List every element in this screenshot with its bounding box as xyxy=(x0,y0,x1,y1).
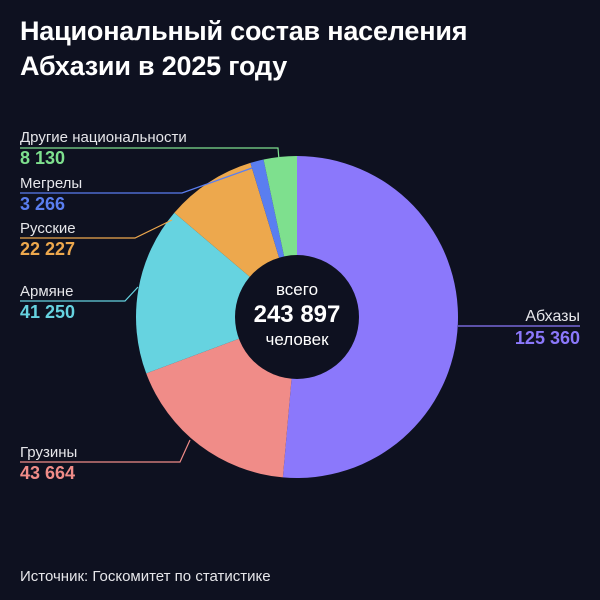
title-line-2: Абхазии в 2025 году xyxy=(20,51,288,81)
title-line-1: Национальный состав населения xyxy=(20,16,468,46)
source-note: Источник: Госкомитет по статистике xyxy=(20,568,271,585)
label-armenians: Армяне xyxy=(20,283,74,300)
label-abkhaz: Абхазы xyxy=(525,308,580,325)
center-label: всего 243 897 человек xyxy=(237,280,357,350)
label-russians: Русские xyxy=(20,220,76,237)
label-megrels: Мегрелы xyxy=(20,175,83,192)
label-georgians: Грузины xyxy=(20,444,78,461)
center-top: всего xyxy=(275,280,319,299)
value-armenians: 41 250 xyxy=(20,302,76,322)
leader-line-5 xyxy=(20,147,280,161)
slice-0 xyxy=(282,156,458,478)
leader-line-3 xyxy=(20,219,173,239)
value-megrels: 3 266 xyxy=(20,194,66,214)
value-abkhaz: 125 360 xyxy=(514,328,580,348)
value-georgians: 43 664 xyxy=(20,463,76,483)
center-bottom: человек xyxy=(265,330,329,349)
chart-title: Национальный состав населения Абхазии в … xyxy=(20,14,467,84)
leader-line-2 xyxy=(20,286,139,302)
leader-line-1 xyxy=(20,439,191,463)
leader-line-4 xyxy=(20,167,253,194)
slice-2 xyxy=(135,212,297,374)
donut-hole xyxy=(235,255,359,379)
value-russians: 22 227 xyxy=(20,239,76,259)
center-total: 243 897 xyxy=(253,301,341,328)
label-other: Другие национальности xyxy=(20,129,187,146)
value-other: 8 130 xyxy=(20,148,66,168)
